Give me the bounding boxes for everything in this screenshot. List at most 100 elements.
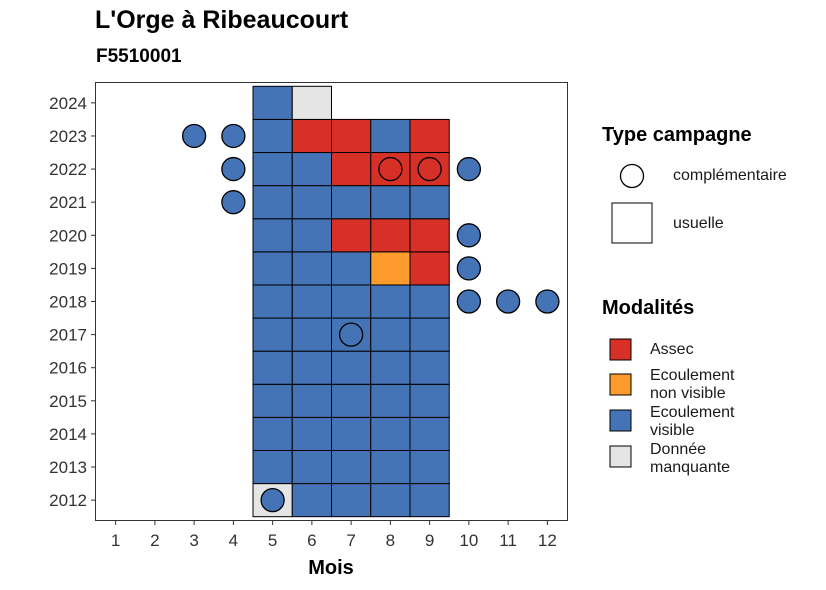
- x-tick-label-3: 3: [189, 531, 198, 550]
- point-2018-12-ecoulement-visible: [535, 289, 560, 314]
- tile-2021-6-ecoulement-visible: [291, 185, 332, 220]
- tile-2021-9-ecoulement-visible: [409, 185, 450, 220]
- tile-2013-5-ecoulement-visible: [252, 449, 293, 485]
- tile-2023-6-assec: [291, 118, 332, 154]
- tile-2016-8-ecoulement-visible: [370, 350, 411, 385]
- tile-2018-6-ecoulement-visible: [291, 284, 332, 319]
- tile-2015-9-ecoulement-visible: [409, 383, 450, 418]
- point-2023-3-ecoulement-visible: [181, 123, 207, 149]
- y-tick-label-2015: 2015: [49, 392, 87, 411]
- tile-2020-7-assec: [331, 218, 372, 253]
- tile-2015-6-ecoulement-visible: [291, 383, 332, 418]
- point-2022-8-assec: [378, 156, 403, 182]
- complementaire-points: [181, 123, 560, 513]
- tile-2021-5-ecoulement-visible: [252, 185, 293, 220]
- tile-2015-7-ecoulement-visible: [331, 383, 372, 418]
- tile-2018-8-ecoulement-visible: [370, 284, 411, 319]
- x-tick-label-11: 11: [499, 531, 517, 550]
- point-2021-4-ecoulement-visible: [221, 190, 246, 215]
- tile-2014-9-ecoulement-visible: [409, 416, 450, 451]
- tile-2019-8-ecoulement-non-visible: [370, 251, 411, 286]
- tile-2024-6-donnee-manquante: [291, 85, 332, 120]
- tile-2020-5-ecoulement-visible: [252, 218, 293, 253]
- legend-type-title: Type campagne: [602, 124, 752, 146]
- tile-2018-9-ecoulement-visible: [409, 284, 450, 319]
- tile-2013-8-ecoulement-visible: [370, 449, 411, 485]
- point-2017-7-ecoulement-visible: [338, 322, 364, 347]
- y-tick-label-2021: 2021: [49, 193, 87, 212]
- point-2022-10-ecoulement-visible: [456, 156, 482, 182]
- x-tick-label-6: 6: [307, 531, 316, 550]
- y-axis: 2012 2013 2014 2015 2016 2017 2018 2019 2020 2021…: [49, 94, 96, 510]
- y-tick-label-2020: 2020: [49, 226, 87, 245]
- tile-2012-6-ecoulement-visible: [291, 483, 332, 518]
- tile-2023-9-assec: [409, 118, 450, 154]
- x-tick-label-2: 2: [150, 531, 159, 550]
- legend-square-usuelle-icon: [611, 202, 653, 244]
- tile-2014-5-ecoulement-visible: [252, 416, 293, 451]
- tile-2018-7-ecoulement-visible: [331, 284, 372, 319]
- point-2022-4-ecoulement-visible: [221, 156, 246, 182]
- tile-2020-6-ecoulement-visible: [291, 218, 332, 253]
- tile-2017-8-ecoulement-visible: [370, 317, 411, 352]
- point-2023-4-ecoulement-visible: [221, 123, 246, 149]
- point-2020-10-ecoulement-visible: [456, 223, 482, 248]
- legend-circle-complementaire-icon: [619, 163, 645, 189]
- tile-2016-7-ecoulement-visible: [331, 350, 372, 385]
- x-tick-label-4: 4: [229, 531, 238, 550]
- tile-2022-7-assec: [331, 152, 372, 187]
- usuelle-tiles: [252, 85, 450, 518]
- y-tick-label-2017: 2017: [49, 326, 87, 345]
- y-tick-label-2014: 2014: [49, 425, 87, 444]
- tile-2016-5-ecoulement-visible: [252, 350, 293, 385]
- x-tick-label-1: 1: [111, 531, 120, 550]
- legend-label-ecoulement-non-visible: Ecoulement non visible: [650, 367, 735, 402]
- x-axis: 1 2 3 4 5 6 7 8 9 10 11 12: [111, 520, 557, 550]
- tile-2022-5-ecoulement-visible: [252, 152, 293, 187]
- tile-2022-6-ecoulement-visible: [291, 152, 332, 187]
- tile-2015-8-ecoulement-visible: [370, 383, 411, 418]
- tile-2020-8-assec: [370, 218, 411, 253]
- y-tick-label-2012: 2012: [49, 491, 87, 510]
- tile-2017-5-ecoulement-visible: [252, 317, 293, 352]
- tile-2019-5-ecoulement-visible: [252, 251, 293, 286]
- y-tick-label-2022: 2022: [49, 160, 87, 179]
- y-tick-label-2019: 2019: [49, 259, 87, 278]
- tile-2016-9-ecoulement-visible: [409, 350, 450, 385]
- tile-2013-9-ecoulement-visible: [409, 449, 450, 485]
- tile-2023-5-ecoulement-visible: [252, 118, 293, 154]
- x-tick-label-9: 9: [425, 531, 434, 550]
- y-tick-label-2024: 2024: [49, 94, 87, 113]
- point-2019-10-ecoulement-visible: [456, 256, 482, 281]
- tile-2021-8-ecoulement-visible: [370, 185, 411, 220]
- legend-label-ecoulement-visible: Ecoulement visible: [650, 404, 735, 439]
- tile-2012-8-ecoulement-visible: [370, 483, 411, 518]
- tile-2014-8-ecoulement-visible: [370, 416, 411, 451]
- tile-2015-5-ecoulement-visible: [252, 383, 293, 418]
- tile-2017-6-ecoulement-visible: [291, 317, 332, 352]
- chart-subtitle: F5510001: [96, 46, 182, 67]
- y-tick-label-2018: 2018: [49, 293, 87, 312]
- point-2022-9-assec: [417, 156, 442, 182]
- tile-2019-9-assec: [409, 251, 450, 286]
- x-axis-label: Mois: [308, 557, 354, 579]
- y-tick-label-2023: 2023: [49, 127, 87, 146]
- tile-2013-6-ecoulement-visible: [291, 449, 332, 485]
- x-tick-label-10: 10: [459, 531, 478, 550]
- legend-key-donnee-manquante: [609, 445, 632, 468]
- tile-2021-7-ecoulement-visible: [331, 185, 372, 220]
- legend-key-assec: [609, 338, 632, 361]
- chart-title: L'Orge à Ribeaucourt: [95, 6, 349, 34]
- point-2018-11-ecoulement-visible: [495, 289, 521, 314]
- tile-2012-9-ecoulement-visible: [409, 483, 450, 518]
- tile-2012-7-ecoulement-visible: [331, 483, 372, 518]
- tile-2020-9-assec: [409, 218, 450, 253]
- tile-2017-9-ecoulement-visible: [409, 317, 450, 352]
- legend-key-ecoulement-non-visible: [609, 373, 632, 396]
- legend-type-label-complementaire: complémentaire: [673, 167, 787, 184]
- point-2018-10-ecoulement-visible: [456, 289, 482, 314]
- tile-2016-6-ecoulement-visible: [291, 350, 332, 385]
- tile-2024-5-ecoulement-visible: [252, 85, 293, 120]
- legend-label-assec: Assec: [650, 341, 694, 358]
